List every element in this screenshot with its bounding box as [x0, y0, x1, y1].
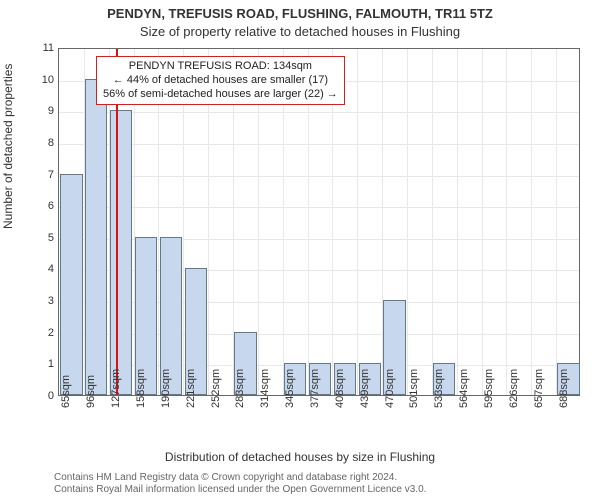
y-tick: 0 [14, 390, 54, 402]
gridline-v [457, 49, 458, 395]
annotation-line1: PENDYN TREFUSIS ROAD: 134sqm [103, 60, 338, 74]
footer-line2: Contains Royal Mail information licensed… [54, 484, 426, 496]
y-tick: 9 [14, 105, 54, 117]
y-tick: 5 [14, 232, 54, 244]
y-tick: 6 [14, 200, 54, 212]
gridline-v [432, 49, 433, 395]
gridline-h [59, 207, 579, 208]
y-tick: 2 [14, 327, 54, 339]
gridline-v [531, 49, 532, 395]
y-tick: 3 [14, 295, 54, 307]
y-tick: 7 [14, 169, 54, 181]
bar [110, 110, 132, 395]
gridline-v [407, 49, 408, 395]
y-tick: 1 [14, 358, 54, 370]
gridline-v [482, 49, 483, 395]
chart-title-line1: PENDYN, TREFUSIS ROAD, FLUSHING, FALMOUT… [0, 6, 600, 21]
chart-container: PENDYN, TREFUSIS ROAD, FLUSHING, FALMOUT… [0, 0, 600, 500]
gridline-h [59, 176, 579, 177]
gridline-h [59, 144, 579, 145]
bar [60, 174, 82, 395]
footer: Contains HM Land Registry data © Crown c… [54, 472, 426, 495]
y-tick: 10 [14, 74, 54, 86]
y-axis-label: Number of detached properties [1, 64, 15, 229]
chart-title-line2: Size of property relative to detached ho… [0, 24, 600, 39]
annotation-box: PENDYN TREFUSIS ROAD: 134sqm ← 44% of de… [96, 56, 345, 105]
gridline-v [556, 49, 557, 395]
x-axis-label: Distribution of detached houses by size … [0, 450, 600, 464]
footer-line1: Contains HM Land Registry data © Crown c… [54, 472, 426, 484]
y-tick: 11 [14, 42, 54, 54]
bar [85, 79, 107, 395]
gridline-v [506, 49, 507, 395]
annotation-line3: 56% of semi-detached houses are larger (… [103, 88, 338, 102]
y-tick: 8 [14, 137, 54, 149]
gridline-h [59, 112, 579, 113]
y-tick: 4 [14, 263, 54, 275]
gridline-v [357, 49, 358, 395]
annotation-line2: ← 44% of detached houses are smaller (17… [103, 74, 338, 88]
